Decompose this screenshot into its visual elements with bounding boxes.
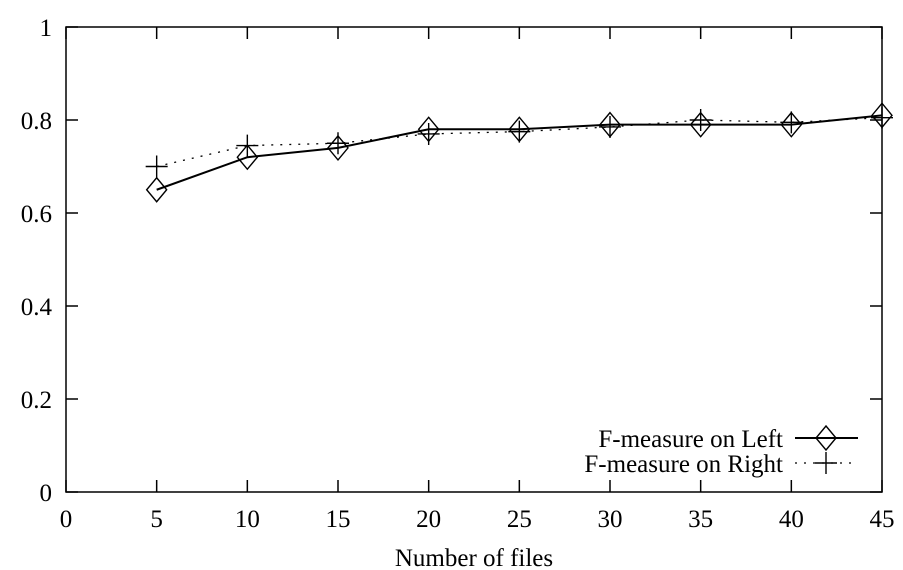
x-tick-label: 15 <box>326 506 351 533</box>
x-tick-label: 10 <box>235 506 260 533</box>
legend-marker-plus <box>815 452 837 474</box>
x-tick-label: 45 <box>870 506 895 533</box>
data-point-diamond <box>508 116 531 143</box>
data-point-diamond <box>417 116 440 143</box>
legend-label: F-measure on Right <box>584 451 783 478</box>
series-left <box>145 102 893 203</box>
legend-label: F-measure on Left <box>598 426 783 453</box>
legend-marker-diamond <box>815 424 837 452</box>
data-point-diamond <box>689 111 712 138</box>
x-tick-label: 30 <box>598 506 623 533</box>
x-tick-label: 35 <box>688 506 713 533</box>
data-point-plus <box>145 155 168 178</box>
series-line <box>156 114 883 191</box>
data-point-diamond <box>871 102 893 129</box>
y-tick-label: 0.2 <box>21 387 52 414</box>
series-layer <box>145 102 893 203</box>
x-tick-label: 25 <box>507 506 532 533</box>
data-point-diamond <box>599 111 621 138</box>
x-tick-labels: 0 5 10 15 20 25 30 35 40 45 <box>60 506 895 533</box>
y-tick-label: 0 <box>40 480 53 507</box>
x-tick-label: 5 <box>150 506 163 533</box>
data-point-diamond <box>780 111 803 138</box>
x-tick-label: 40 <box>779 506 804 533</box>
x-axis-title: Number of files <box>395 545 553 570</box>
y-tick-labels: 0 0.2 0.4 0.6 0.8 1 <box>21 15 53 507</box>
plot-frame <box>65 26 883 493</box>
data-point-diamond <box>236 144 259 171</box>
y-tick-label: 0.8 <box>21 108 52 135</box>
y-tick-label: 0.4 <box>21 294 53 321</box>
y-tick-label: 0.6 <box>21 201 52 228</box>
y-tick-label: 1 <box>40 15 53 42</box>
data-point-diamond <box>327 134 349 161</box>
data-point-diamond <box>145 176 168 203</box>
axis-ticks <box>65 26 883 493</box>
x-tick-label: 0 <box>60 506 73 533</box>
x-tick-label: 20 <box>416 506 441 533</box>
